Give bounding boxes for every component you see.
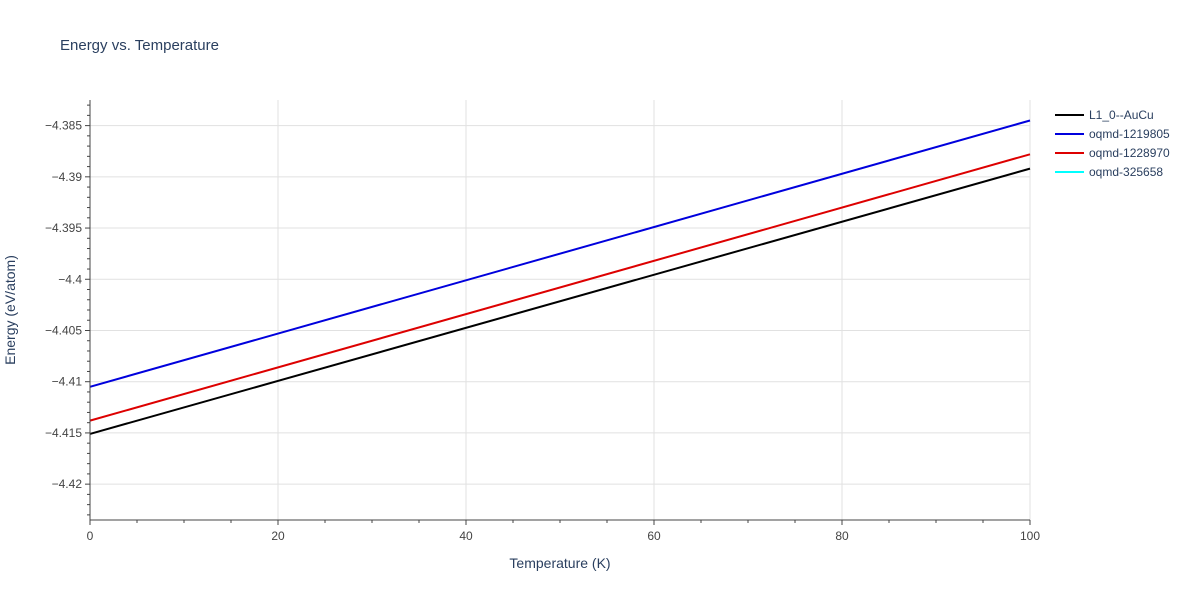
x-tick-label: 100 xyxy=(1020,529,1040,543)
series-line-oqmd-1219805[interactable] xyxy=(89,119,1031,388)
series-line-L1_0--AuCu[interactable] xyxy=(89,167,1031,435)
x-tick-label: 60 xyxy=(647,529,661,543)
legend-label: L1_0--AuCu xyxy=(1089,108,1154,122)
legend-label: oqmd-1219805 xyxy=(1089,127,1170,141)
y-tick-label: −4.4 xyxy=(58,272,82,286)
legend-label: oqmd-1228970 xyxy=(1089,146,1170,160)
grid-layer xyxy=(90,100,1031,520)
legend-label: oqmd-325658 xyxy=(1089,165,1163,179)
legend-item[interactable]: oqmd-325658 xyxy=(1055,165,1163,179)
series-layer xyxy=(89,119,1031,435)
series-line-oqmd-1228970[interactable] xyxy=(89,153,1031,422)
y-axis-title: Energy (eV/atom) xyxy=(2,255,18,365)
legend-item[interactable]: oqmd-1228970 xyxy=(1055,146,1170,160)
x-tick-label: 40 xyxy=(459,529,473,543)
y-tick-label: −4.42 xyxy=(52,477,83,491)
y-tick-label: −4.395 xyxy=(45,221,82,235)
axes-layer: 0 20 40 60 80 100 −4.385 −4.39 −4.395 −4.4 −4.405 −… xyxy=(45,100,1040,543)
y-tick-label: −4.39 xyxy=(52,170,83,184)
legend[interactable]: L1_0--AuCu oqmd-1219805 oqmd-1228970 oqmd-3… xyxy=(1055,108,1170,179)
y-tick-label: −4.405 xyxy=(45,323,82,337)
y-tick-label: −4.385 xyxy=(45,119,82,133)
chart-title: Energy vs. Temperature xyxy=(60,37,219,54)
legend-item[interactable]: L1_0--AuCu xyxy=(1055,108,1154,122)
x-axis-title: Temperature (K) xyxy=(509,555,610,571)
x-tick-label: 80 xyxy=(835,529,849,543)
x-tick-label: 0 xyxy=(87,529,94,543)
x-tick-label: 20 xyxy=(271,529,285,543)
y-tick-label: −4.41 xyxy=(52,375,83,389)
y-tick-label: −4.415 xyxy=(45,426,82,440)
legend-item[interactable]: oqmd-1219805 xyxy=(1055,127,1170,141)
